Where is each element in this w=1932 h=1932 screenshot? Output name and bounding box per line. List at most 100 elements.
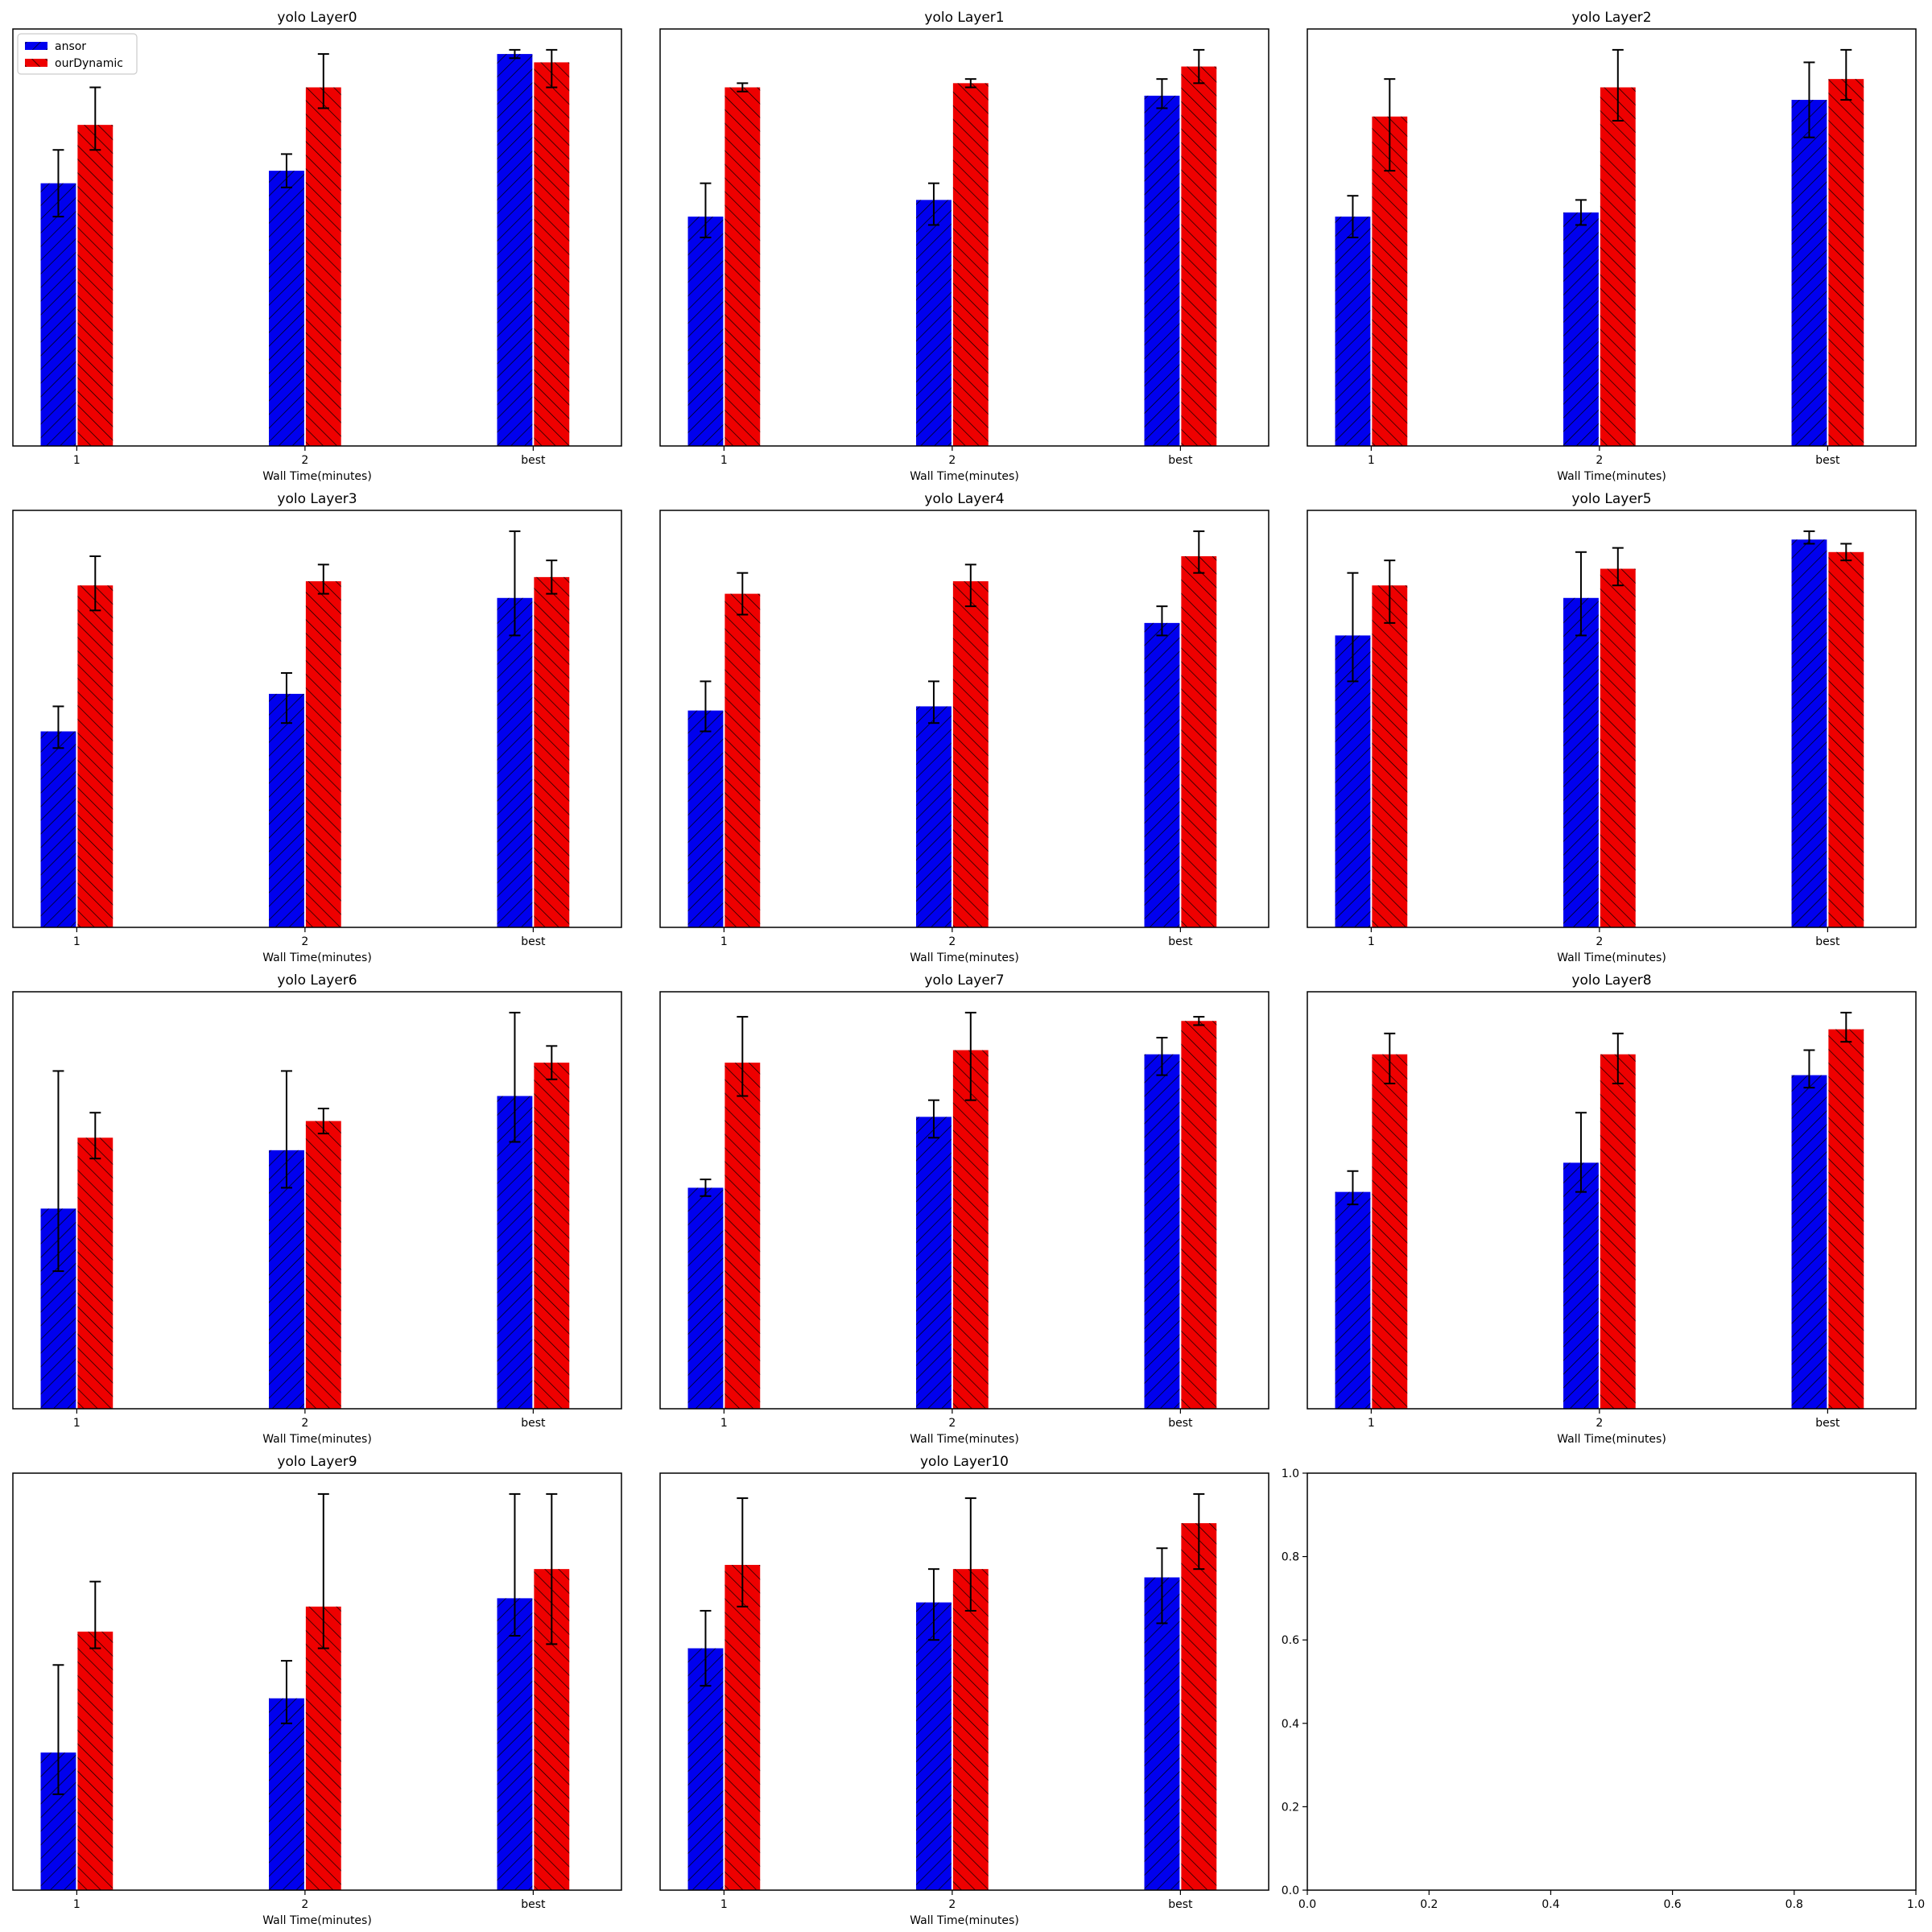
x-tick-label: 2 xyxy=(1596,935,1603,948)
bar-hatch-ourDynamic xyxy=(1828,79,1864,446)
bar-hatch-ansor xyxy=(40,183,76,446)
bar-hatch-ansor xyxy=(40,731,76,927)
bar-hatch-ourDynamic xyxy=(724,1564,761,1890)
bar-hatch-ansor xyxy=(916,706,952,927)
x-tick-label: 2 xyxy=(1596,454,1603,467)
x-tick-label: 2 xyxy=(301,1898,308,1911)
x-tick-label: 1 xyxy=(720,935,728,948)
y-tick-label: 0.8 xyxy=(1282,1551,1299,1564)
bar-hatch-ansor xyxy=(687,1648,724,1890)
bar-hatch-ourDynamic xyxy=(305,1606,341,1890)
bar-hatch-ourDynamic xyxy=(724,87,761,447)
bar-hatch-ansor xyxy=(1791,539,1827,927)
legend-swatch-hatch-ourDynamic xyxy=(25,59,47,67)
x-axis-label: Wall Time(minutes) xyxy=(262,1914,372,1927)
bar-hatch-ansor xyxy=(1563,212,1599,446)
chart-panel-0: 1 2 best yolo Layer0 Wall Time(minutes) xyxy=(12,10,622,483)
x-tick-label: 2 xyxy=(301,454,308,467)
axes-frame xyxy=(659,28,1269,447)
axes-frame xyxy=(659,1472,1269,1891)
x-axis-label: Wall Time(minutes) xyxy=(1557,952,1666,964)
legend-label-ourDynamic: ourDynamic xyxy=(55,57,123,70)
x-tick-label: best xyxy=(1168,1898,1193,1911)
chart-panel-5: 1 2 best yolo Layer5 Wall Time(minutes) xyxy=(1307,491,1917,964)
bar-hatch-ansor xyxy=(497,1096,533,1409)
bar-hatch-ansor xyxy=(687,1187,724,1409)
bar-hatch-ourDynamic xyxy=(724,593,761,927)
chart-panel-10: 1 2 best yolo Layer10 Wall Time(minutes) xyxy=(659,1454,1269,1927)
x-tick-label: best xyxy=(1815,454,1840,467)
chart-title: yolo Layer1 xyxy=(924,10,1004,26)
x-tick-label: best xyxy=(1815,935,1840,948)
axes-frame xyxy=(12,510,622,928)
bar-hatch-ansor xyxy=(497,597,533,927)
x-tick-label: 2 xyxy=(301,1417,308,1430)
y-tick-label: 1.0 xyxy=(1282,1468,1299,1480)
bar-hatch-ansor xyxy=(916,1117,952,1409)
bar-hatch-ourDynamic xyxy=(952,83,989,446)
bar-hatch-ourDynamic xyxy=(77,1631,114,1890)
chart-panel-7: 1 2 best yolo Layer7 Wall Time(minutes) xyxy=(659,972,1269,1446)
bar-hatch-ansor xyxy=(1791,100,1827,446)
bar-hatch-ourDynamic xyxy=(1181,555,1217,927)
bar-hatch-ansor xyxy=(687,710,724,927)
bar-hatch-ourDynamic xyxy=(952,581,989,927)
bar-hatch-ansor xyxy=(1563,597,1599,927)
chart-panel-9: 1 2 best yolo Layer9 Wall Time(minutes) xyxy=(12,1454,622,1927)
bar-hatch-ansor xyxy=(1144,622,1180,927)
bar-hatch-ourDynamic xyxy=(724,1063,761,1409)
x-axis-label: Wall Time(minutes) xyxy=(910,1433,1019,1446)
x-tick-label: 1.0 xyxy=(1907,1898,1925,1911)
chart-panel-6: 1 2 best yolo Layer6 Wall Time(minutes) xyxy=(12,972,622,1446)
bar-hatch-ansor xyxy=(1335,217,1371,446)
bar-hatch-ourDynamic xyxy=(305,581,341,927)
chart-title: yolo Layer2 xyxy=(1571,10,1651,26)
bar-hatch-ourDynamic xyxy=(1181,1523,1217,1890)
bar-hatch-ourDynamic xyxy=(77,585,114,927)
x-axis-label: Wall Time(minutes) xyxy=(1557,470,1666,483)
y-tick-label: 0.6 xyxy=(1282,1634,1299,1647)
legend: ansor ourDynamic xyxy=(17,33,138,75)
bar-hatch-ansor xyxy=(269,1698,304,1890)
bar-hatch-ansor xyxy=(1144,1577,1180,1890)
x-tick-label: best xyxy=(1168,1417,1193,1430)
bar-hatch-ourDynamic xyxy=(952,1569,989,1890)
bar-hatch-ourDynamic xyxy=(1181,66,1217,447)
chart-panel-8: 1 2 best yolo Layer8 Wall Time(minutes) xyxy=(1307,972,1917,1446)
chart-title: yolo Layer4 xyxy=(924,491,1004,507)
x-tick-label: best xyxy=(1168,935,1193,948)
x-tick-label: 2 xyxy=(1596,1417,1603,1430)
bar-hatch-ansor xyxy=(687,217,724,446)
x-tick-label: 2 xyxy=(301,935,308,948)
axes-frame xyxy=(12,28,622,447)
axes-frame xyxy=(12,991,622,1410)
legend-label-ansor: ansor xyxy=(55,40,86,53)
chart-panel-4: 1 2 best yolo Layer4 Wall Time(minutes) xyxy=(659,491,1269,964)
bar-hatch-ansor xyxy=(1335,1191,1371,1409)
chart-title: yolo Layer3 xyxy=(277,491,357,507)
axes-frame xyxy=(1307,28,1917,447)
axes-frame xyxy=(1307,510,1917,928)
x-tick-label: 1 xyxy=(1368,935,1375,948)
x-tick-label: 1 xyxy=(73,1417,80,1430)
bar-hatch-ourDynamic xyxy=(305,1121,341,1409)
bar-hatch-ourDynamic xyxy=(77,125,114,446)
chart-panel-1: 1 2 best yolo Layer1 Wall Time(minutes) xyxy=(659,10,1269,483)
x-tick-label: 0.4 xyxy=(1542,1898,1559,1911)
bar-hatch-ansor xyxy=(269,1150,304,1409)
bar-hatch-ansor xyxy=(916,1602,952,1890)
x-axis-label: Wall Time(minutes) xyxy=(262,952,372,964)
chart-panel-3: 1 2 best yolo Layer3 Wall Time(minutes) xyxy=(12,491,622,964)
bar-hatch-ourDynamic xyxy=(534,576,570,927)
bar-hatch-ourDynamic xyxy=(1372,585,1408,927)
bar-hatch-ourDynamic xyxy=(305,87,341,447)
x-tick-label: 1 xyxy=(73,454,80,467)
x-tick-label: best xyxy=(1815,1417,1840,1430)
bar-hatch-ourDynamic xyxy=(1181,1021,1217,1409)
x-axis-label: Wall Time(minutes) xyxy=(910,470,1019,483)
bar-hatch-ansor xyxy=(269,171,304,446)
x-tick-label: 1 xyxy=(1368,454,1375,467)
x-tick-label: best xyxy=(1168,454,1193,467)
panels: 1 2 best yolo Layer0 Wall Time(minutes) 1 2 bes… xyxy=(12,10,1925,1927)
